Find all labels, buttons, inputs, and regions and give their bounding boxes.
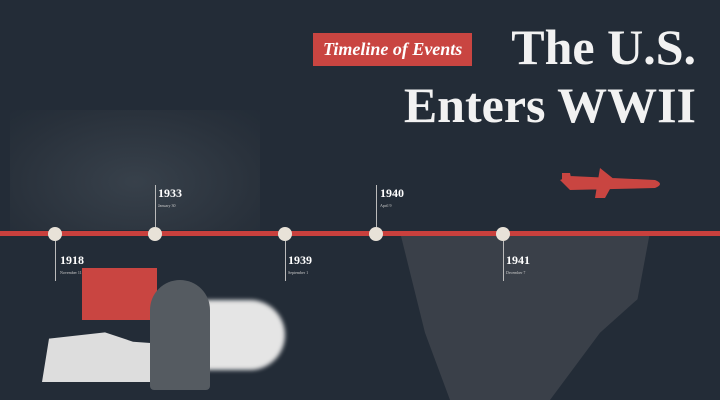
page-title: The U.S. Enters WWII [404,18,696,134]
stem [503,241,504,281]
event-1941: 1941 December 7 [506,253,530,275]
airplane-icon [560,168,660,198]
timeline-node-1939[interactable] [278,227,292,241]
event-1918: 1918 November 11 [60,253,84,275]
timeline-node-1933[interactable] [148,227,162,241]
timeline-node-1941[interactable] [496,227,510,241]
stem [376,185,377,227]
stem [285,241,286,281]
title-line-1: The U.S. [511,19,696,75]
crowd-photo [10,110,260,230]
event-1940: 1940 April 9 [380,186,404,208]
stem [155,185,156,227]
timeline-line [0,231,720,236]
soldier-image [150,280,210,390]
event-1939: 1939 September 1 [288,253,312,275]
event-1933: 1933 January 30 [158,186,182,208]
timeline-node-1940[interactable] [369,227,383,241]
subtitle-badge: Timeline of Events [313,33,473,66]
timeline-node-1918[interactable] [48,227,62,241]
stem [55,241,56,281]
title-line-2: Enters WWII [403,77,696,133]
flag-image [82,268,157,320]
